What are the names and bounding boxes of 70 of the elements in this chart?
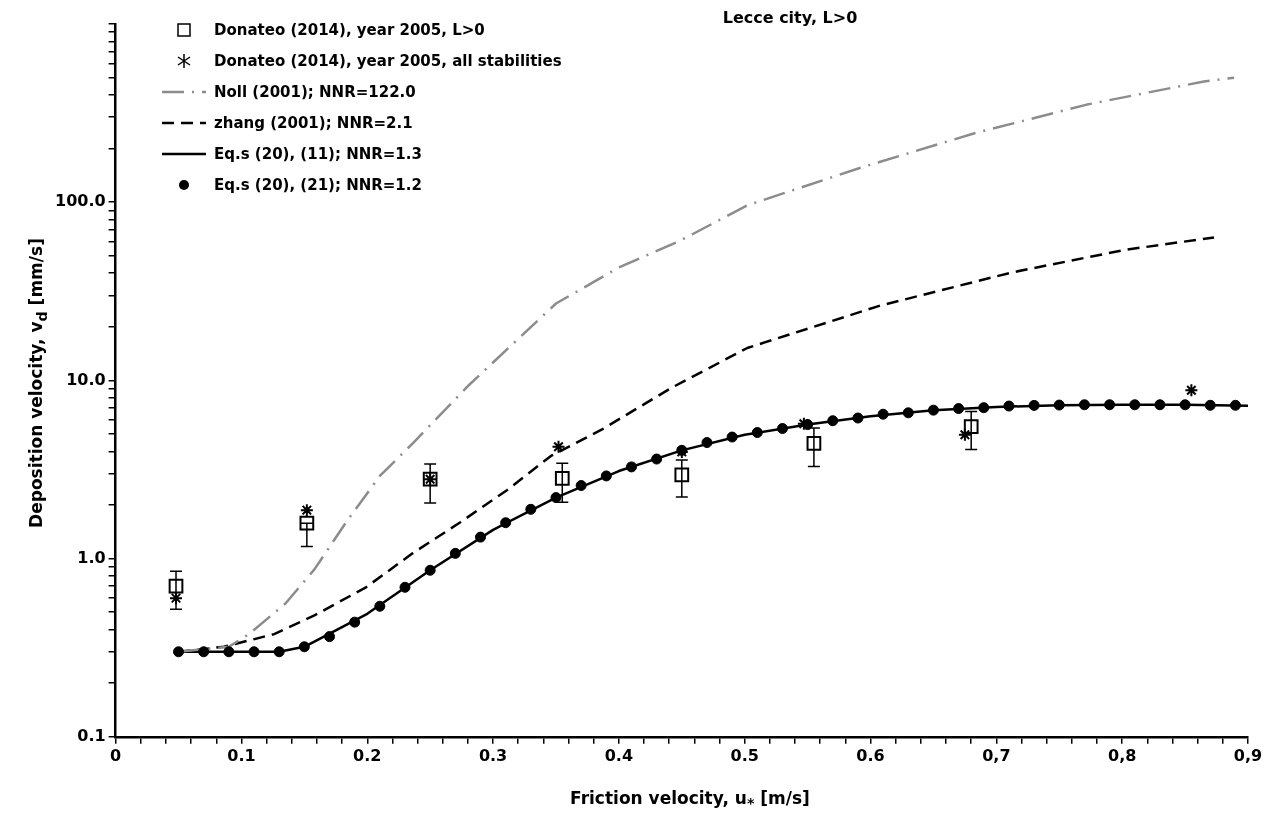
point xyxy=(1129,399,1141,411)
point xyxy=(551,439,566,454)
legend-label: Donateo (2014), year 2005, all stabilities xyxy=(214,51,562,70)
point xyxy=(953,403,965,415)
point xyxy=(1184,383,1199,398)
point xyxy=(554,471,570,486)
x-tick-label: 0.3 xyxy=(478,745,508,765)
point xyxy=(927,404,939,416)
point xyxy=(1229,399,1241,411)
point xyxy=(273,646,285,658)
point xyxy=(1104,399,1116,411)
point xyxy=(726,431,738,443)
point xyxy=(957,427,972,442)
point xyxy=(877,408,889,420)
y-tick-label: 0.1 xyxy=(77,725,106,745)
point xyxy=(1053,399,1065,411)
x-axis-title: Friction velocity, u$_{*}$ [m/s] xyxy=(569,788,811,812)
point xyxy=(600,470,612,482)
legend-label: Donateo (2014), year 2005, L>0 xyxy=(214,20,485,39)
point xyxy=(1028,399,1040,411)
point xyxy=(298,641,310,653)
legend-label: Eq.s (20), (11); NNR=1.3 xyxy=(214,144,422,163)
point xyxy=(776,423,788,435)
y-tick-label: 100.0 xyxy=(55,191,106,211)
point xyxy=(248,646,260,658)
point xyxy=(701,437,713,449)
point xyxy=(978,402,990,414)
x-tick-label: 0.6 xyxy=(856,745,885,765)
point xyxy=(500,517,512,529)
point xyxy=(399,581,411,593)
point xyxy=(525,503,537,515)
x-tick-label: 0.5 xyxy=(730,745,759,765)
point xyxy=(1204,399,1216,411)
legend-label: zhang (2001); NNR=2.1 xyxy=(214,113,413,132)
point xyxy=(651,453,663,465)
x-tick-label: 0,8 xyxy=(1108,745,1137,765)
point xyxy=(474,531,486,543)
x-tick-label: 0 xyxy=(110,745,122,765)
legend-label: Eq.s (20), (21); NNR=1.2 xyxy=(214,175,422,194)
point xyxy=(349,616,361,628)
point xyxy=(1179,399,1191,411)
point xyxy=(1154,399,1166,411)
x-tick-label: 0.4 xyxy=(604,745,634,765)
point xyxy=(1003,400,1015,412)
point xyxy=(198,646,210,658)
chart-title: Lecce city, L>0 xyxy=(721,8,859,27)
x-tick-label: 0.2 xyxy=(353,745,382,765)
point xyxy=(625,461,637,473)
point xyxy=(852,412,864,424)
point xyxy=(827,415,839,427)
point xyxy=(374,600,386,612)
point xyxy=(169,591,183,606)
x-tick-label: 0.1 xyxy=(227,745,256,765)
point xyxy=(299,503,314,518)
y-tick-label: 10.0 xyxy=(66,369,106,389)
point xyxy=(902,407,914,419)
point xyxy=(324,631,336,643)
point xyxy=(424,564,436,576)
point xyxy=(751,427,763,439)
point xyxy=(223,646,235,658)
x-tick-label: 0,9 xyxy=(1233,745,1263,765)
point xyxy=(550,492,562,504)
x-tick-label: 0,7 xyxy=(982,745,1011,765)
point xyxy=(1078,399,1090,411)
legend-label: Noll (2001); NNR=122.0 xyxy=(214,82,416,101)
point xyxy=(796,416,811,431)
point xyxy=(173,646,185,658)
y-tick-label: 1.0 xyxy=(77,547,106,567)
point xyxy=(449,547,461,559)
point xyxy=(575,480,587,492)
